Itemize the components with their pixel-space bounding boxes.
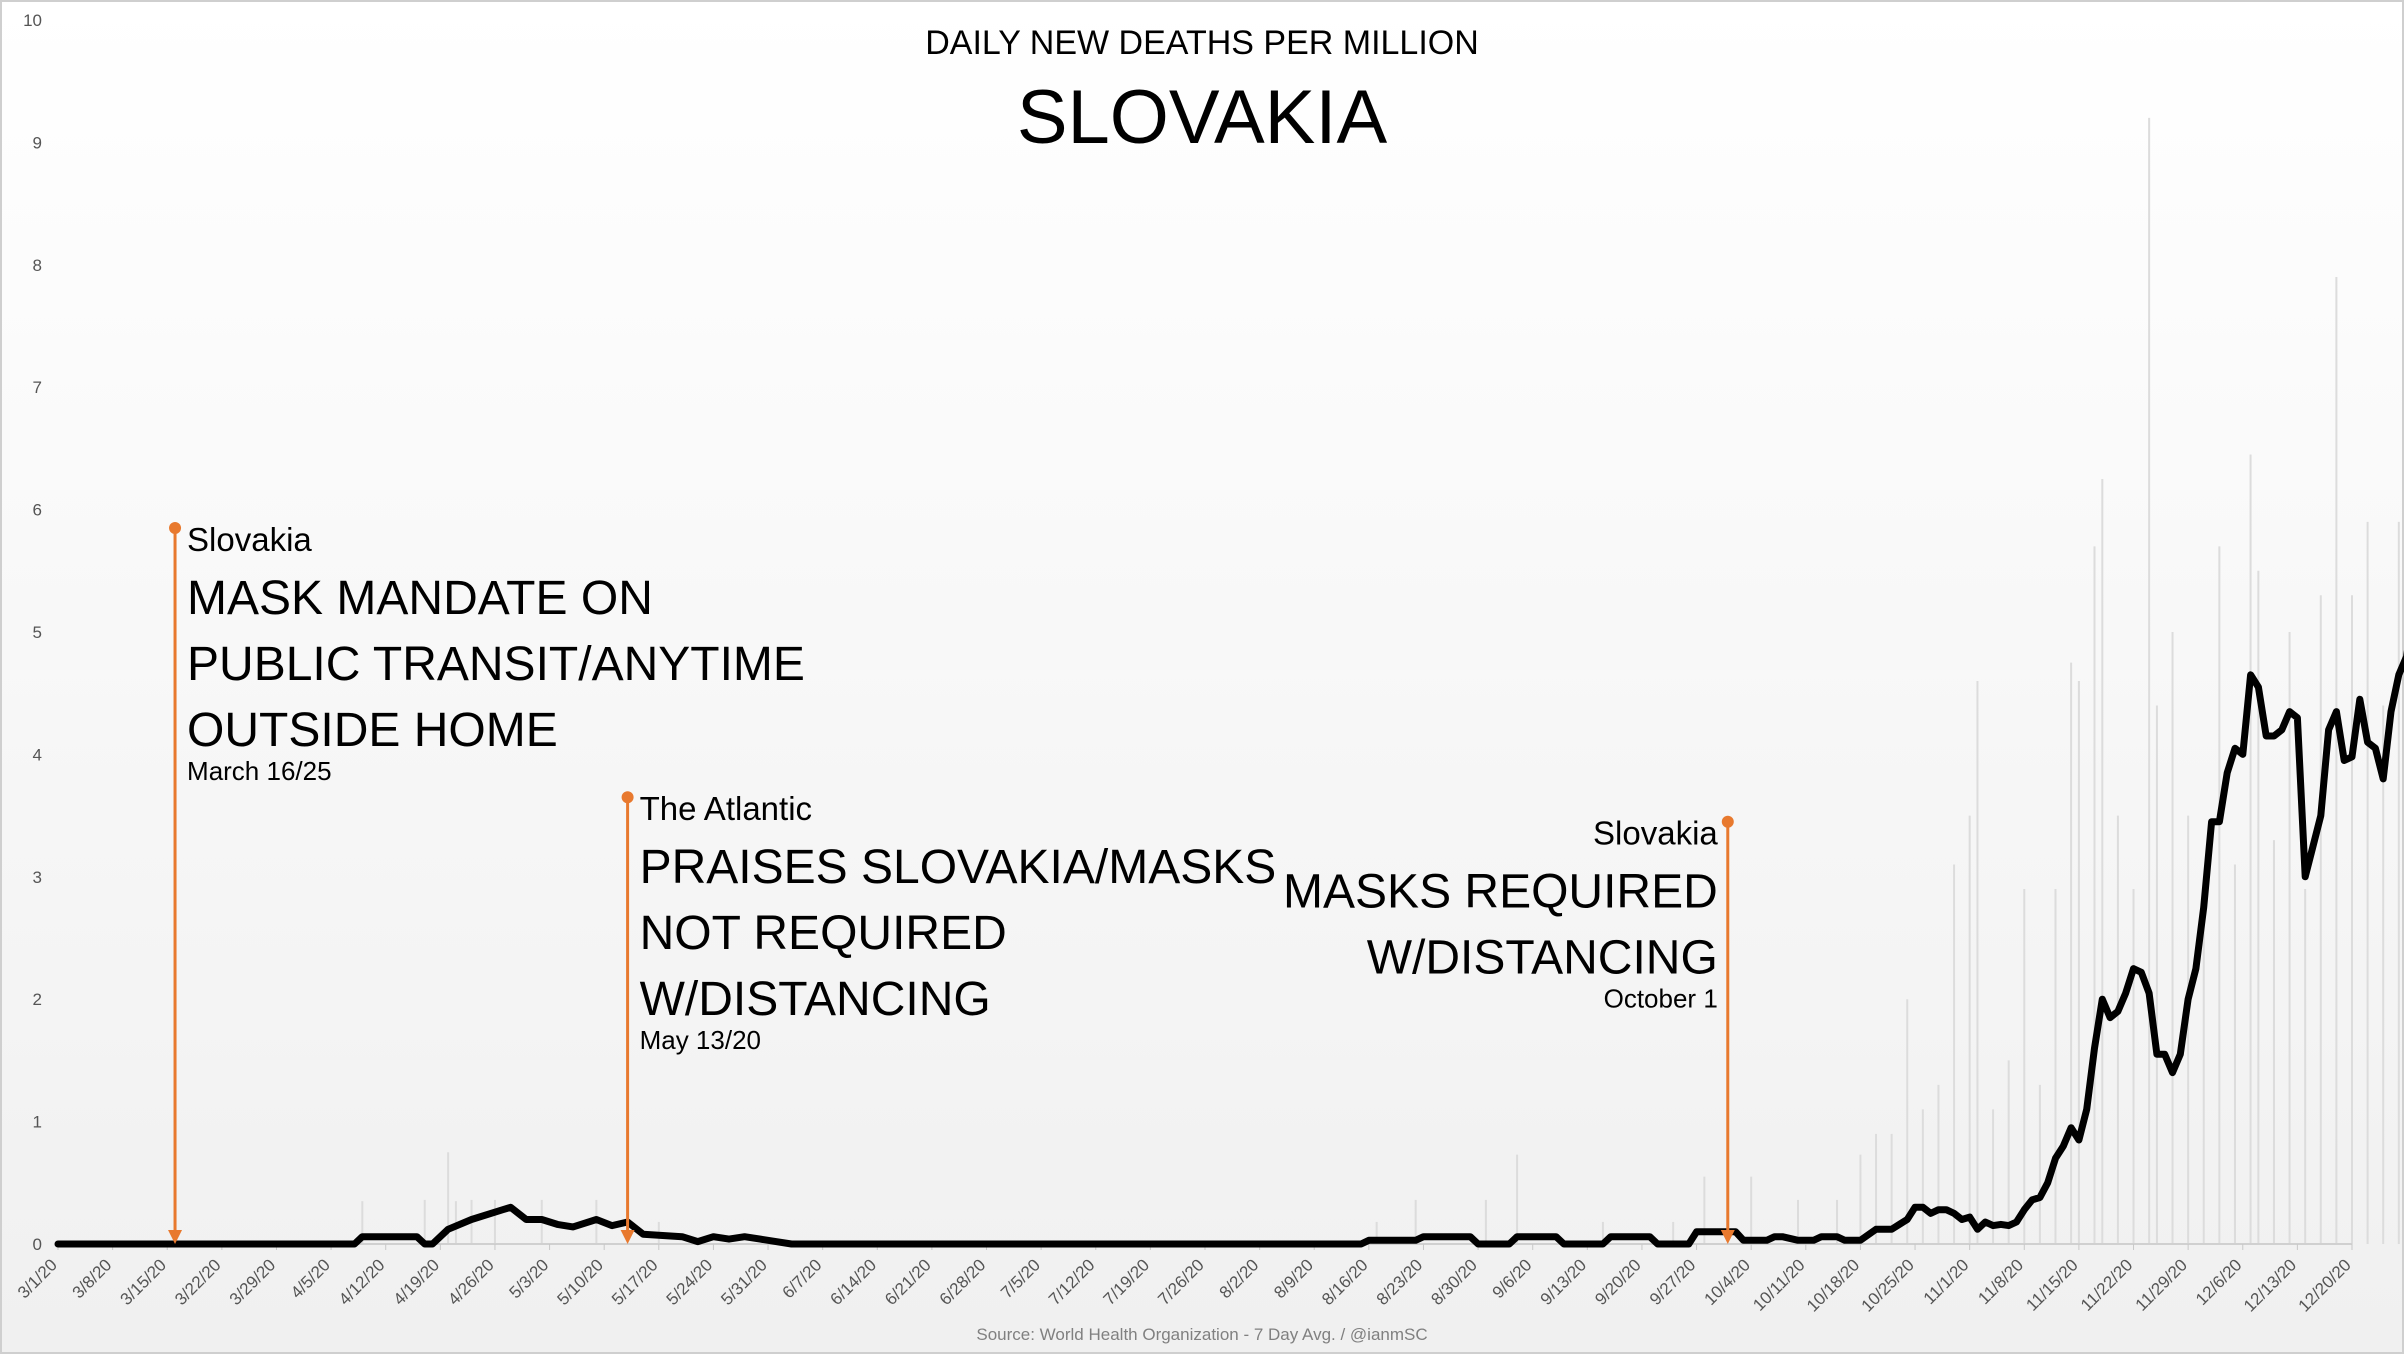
annotation-dot (621, 791, 634, 804)
y-tick-label: 7 (33, 378, 42, 397)
annotation-date: March 16/25 (187, 756, 332, 786)
annotation-headline: OUTSIDE HOME (187, 704, 558, 757)
bars-layer (361, 117, 2400, 1244)
y-tick-label: 0 (33, 1235, 42, 1254)
annotation-headline: MASKS REQUIRED (1283, 866, 1718, 919)
y-tick-label: 4 (33, 745, 42, 764)
annotation-date: May 13/20 (640, 1025, 761, 1055)
annotation-1: Slovakia MASK MANDATE ON PUBLIC TRANSIT/AN… (168, 521, 805, 1244)
y-tick-label: 3 (33, 868, 42, 887)
y-tick-label: 8 (33, 256, 42, 275)
y-tick-label: 9 (33, 133, 42, 152)
annotation-arrowhead (1720, 1230, 1735, 1244)
annotation-arrowhead (168, 1230, 183, 1244)
y-axis: 0 1 2 3 4 5 6 7 8 9 10 (23, 11, 42, 1254)
y-tick-label: 1 (33, 1113, 42, 1132)
y-tick-label: 6 (33, 501, 42, 520)
annotation-2: The Atlantic PRAISES SLOVAKIA/MASKS NOT RE… (620, 790, 1277, 1244)
annotation-source: Slovakia (187, 521, 312, 558)
annotation-headline: MASK MANDATE ON (187, 572, 653, 625)
y-tick-label: 2 (33, 990, 42, 1009)
annotation-source: Slovakia (1593, 815, 1718, 852)
annotation-source: The Atlantic (640, 790, 812, 827)
chart-title: SLOVAKIA (1017, 75, 1388, 160)
annotation-dot (1721, 815, 1734, 828)
annotation-date: October 1 (1604, 984, 1718, 1014)
source-note: Source: World Health Organization - 7 Da… (976, 1325, 1427, 1344)
annotation-arrowhead (620, 1230, 635, 1244)
annotation-headline: PRAISES SLOVAKIA/MASKS (640, 841, 1277, 894)
annotation-headline: NOT REQUIRED (640, 907, 1007, 960)
annotations-layer: Slovakia MASK MANDATE ON PUBLIC TRANSIT/AN… (168, 521, 1735, 1244)
annotation-headline: W/DISTANCING (640, 973, 991, 1026)
annotation-headline: W/DISTANCING (1367, 932, 1718, 985)
line-layer (54, 649, 2404, 1248)
chart-subtitle: DAILY NEW DEATHS PER MILLION (925, 24, 1479, 62)
annotation-dot (169, 521, 182, 534)
y-tick-label: 10 (23, 11, 42, 30)
annotation-headline: PUBLIC TRANSIT/ANYTIME (187, 638, 805, 691)
deaths-line (54, 649, 2404, 1248)
annotation-3: Slovakia MASKS REQUIRED W/DISTANCINGOctobe… (1283, 815, 1735, 1244)
y-tick-label: 5 (33, 623, 42, 642)
